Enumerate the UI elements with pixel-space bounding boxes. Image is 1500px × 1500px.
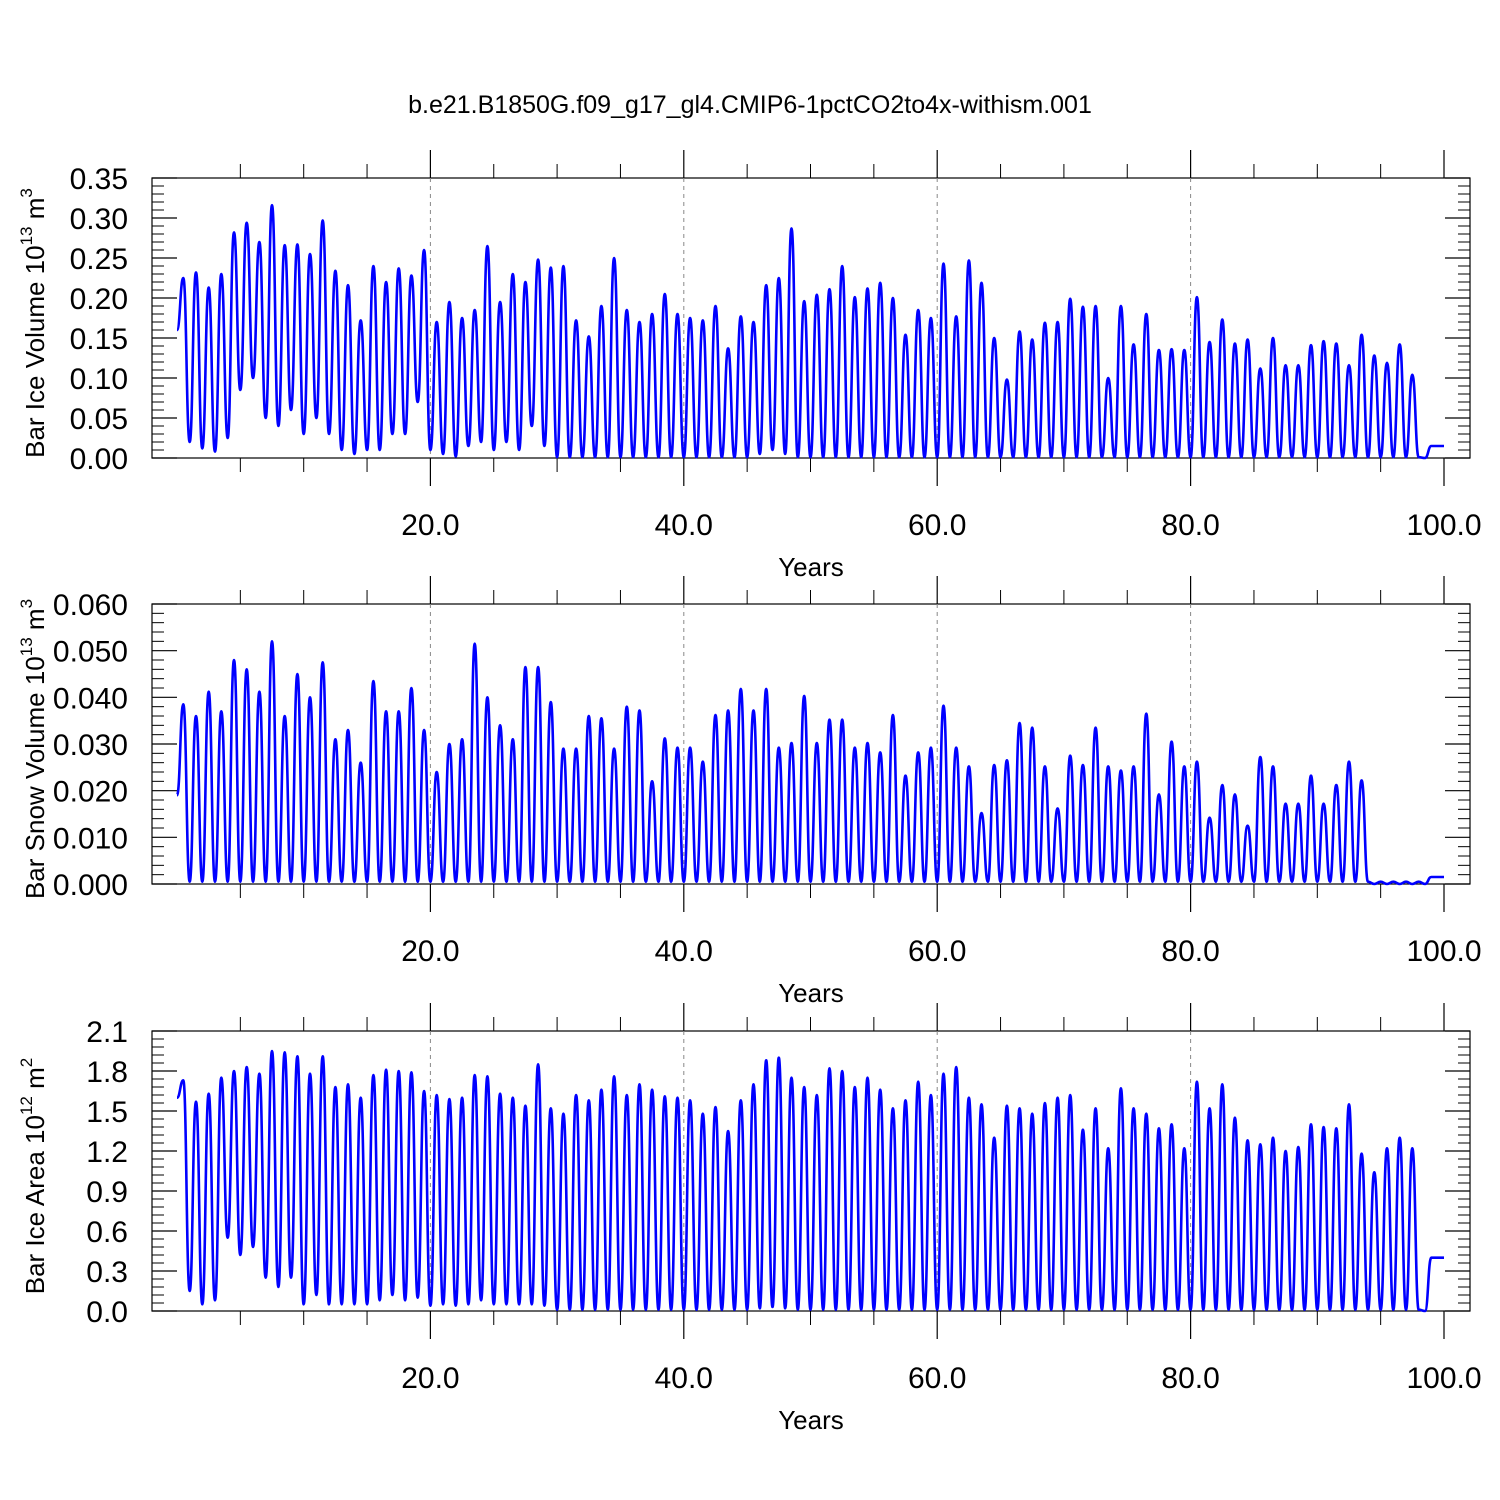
x-tick-label: 40.0 — [655, 509, 713, 542]
series-line — [175, 203, 1444, 460]
y-tick-label: 0.050 — [53, 636, 128, 669]
y-tick-label: 0.040 — [53, 682, 128, 715]
y-tick-label: 0.020 — [53, 776, 128, 809]
panel-ice-area: 20.0 40.0 60.0 80.0 100.0 0.0 0.3 0.6 0.9 1.2 1.5 1… — [17, 1003, 1482, 1435]
y-tick-label: 0.25 — [70, 243, 128, 276]
y-tick-label: 1.2 — [86, 1136, 128, 1169]
y-axis-label: Bar Ice Area 1012 m2 — [17, 1058, 50, 1295]
y-tick-label: 0.060 — [53, 589, 128, 622]
x-tick-label: 100.0 — [1406, 509, 1481, 542]
x-axis-label: Years — [778, 978, 844, 1008]
x-tick-label: 40.0 — [655, 935, 713, 968]
y-tick-label: 0.6 — [86, 1216, 128, 1249]
x-tick-label: 20.0 — [401, 935, 459, 968]
series-line — [176, 1049, 1444, 1313]
x-tick-label: 20.0 — [401, 1362, 459, 1395]
y-tick-label: 0.00 — [70, 443, 128, 476]
x-axis-label: Years — [778, 1405, 844, 1435]
y-tick-label: 0.05 — [70, 403, 128, 436]
y-tick-label: 0.0 — [86, 1296, 128, 1329]
y-tick-label: 0.3 — [86, 1256, 128, 1289]
y-tick-label: 0.35 — [70, 163, 128, 196]
y-tick-label: 0.20 — [70, 283, 128, 316]
series-line — [175, 640, 1444, 886]
y-tick-label: 2.1 — [86, 1016, 128, 1049]
y-tick-label: 0.10 — [70, 363, 128, 396]
x-tick-label: 100.0 — [1406, 935, 1481, 968]
y-tick-label: 0.010 — [53, 822, 128, 855]
x-tick-label: 60.0 — [908, 935, 966, 968]
y-tick-label: 0.9 — [86, 1176, 128, 1209]
x-tick-label: 80.0 — [1161, 1362, 1219, 1395]
y-axis-label: Bar Snow Volume 1013 m3 — [17, 599, 50, 899]
y-tick-label: 1.8 — [86, 1056, 128, 1089]
x-tick-label: 80.0 — [1161, 935, 1219, 968]
x-tick-label: 60.0 — [908, 1362, 966, 1395]
y-tick-label: 0.15 — [70, 323, 128, 356]
y-tick-label: 0.030 — [53, 729, 128, 762]
x-tick-label: 20.0 — [401, 509, 459, 542]
y-tick-label: 1.5 — [86, 1096, 128, 1129]
panel-ice-volume: 20.0 40.0 60.0 80.0 100.0 0.00 0.05 0.10 0.15 0.2… — [17, 150, 1482, 582]
x-tick-label: 100.0 — [1406, 1362, 1481, 1395]
y-axis-label: Bar Ice Volume 1013 m3 — [17, 188, 50, 458]
panel-snow-volume: 20.0 40.0 60.0 80.0 100.0 0.000 0.010 0.020 0.03… — [17, 576, 1482, 1008]
x-axis-label: Years — [778, 552, 844, 582]
y-tick-label: 0.30 — [70, 203, 128, 236]
figure-title: b.e21.B1850G.f09_g17_gl4.CMIP6-1pctCO2to… — [408, 91, 1092, 119]
x-tick-label: 60.0 — [908, 509, 966, 542]
x-tick-label: 40.0 — [655, 1362, 713, 1395]
x-tick-label: 80.0 — [1161, 509, 1219, 542]
y-tick-label: 0.000 — [53, 869, 128, 902]
